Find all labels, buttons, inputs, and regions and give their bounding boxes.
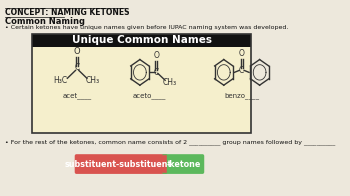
Text: H₃C: H₃C (53, 76, 67, 85)
Text: O: O (153, 51, 159, 60)
Text: aceto____: aceto____ (133, 92, 166, 99)
Text: C: C (239, 66, 244, 75)
Text: • For the rest of the ketones, common name consists of 2 __________ group names : • For the rest of the ketones, common na… (5, 139, 335, 145)
Text: O: O (239, 49, 245, 58)
Text: benzo____: benzo____ (224, 92, 259, 99)
Text: CONCEPT: NAMING KETONES: CONCEPT: NAMING KETONES (5, 8, 129, 17)
Text: substituent-substituent: substituent-substituent (65, 160, 172, 169)
FancyBboxPatch shape (32, 34, 251, 47)
Text: Unique Common Names: Unique Common Names (71, 35, 211, 45)
Text: C: C (75, 63, 80, 72)
Text: • Certain ketones have unique names given before IUPAC naming system was develop: • Certain ketones have unique names give… (5, 25, 288, 30)
Text: C: C (154, 68, 159, 77)
Text: -ketone: -ketone (167, 160, 202, 169)
Text: acet____: acet____ (63, 92, 92, 99)
FancyBboxPatch shape (162, 154, 204, 174)
Text: CH₃: CH₃ (85, 76, 100, 85)
FancyBboxPatch shape (75, 154, 168, 174)
Text: CH₃: CH₃ (163, 78, 177, 87)
Text: O: O (74, 47, 80, 56)
FancyBboxPatch shape (32, 47, 251, 132)
Text: Common Naming: Common Naming (5, 17, 85, 26)
